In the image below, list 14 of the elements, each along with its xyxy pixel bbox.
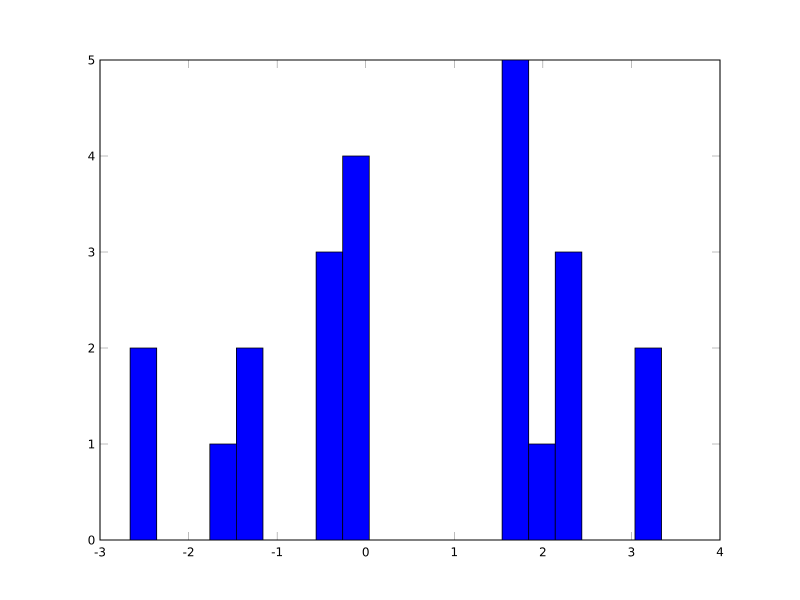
y-tick-label: 0: [88, 535, 94, 545]
x-tick-label: -2: [183, 547, 194, 556]
x-tick-label: -3: [94, 547, 106, 556]
y-tick-label: 1: [88, 440, 94, 448]
x-tick-label: -1: [272, 547, 282, 556]
x-tick-label: 3: [628, 547, 634, 556]
x-tick-label: 0: [362, 547, 369, 556]
x-tick-label: 4: [716, 547, 724, 556]
y-tick-label: 3: [88, 247, 94, 257]
y-tick-label: 5: [88, 56, 94, 64]
x-tick-label: 1: [452, 547, 457, 556]
y-tick-label: 2: [88, 344, 94, 352]
y-tick-label: 4: [88, 152, 95, 160]
x-tick-label: 2: [540, 547, 546, 556]
